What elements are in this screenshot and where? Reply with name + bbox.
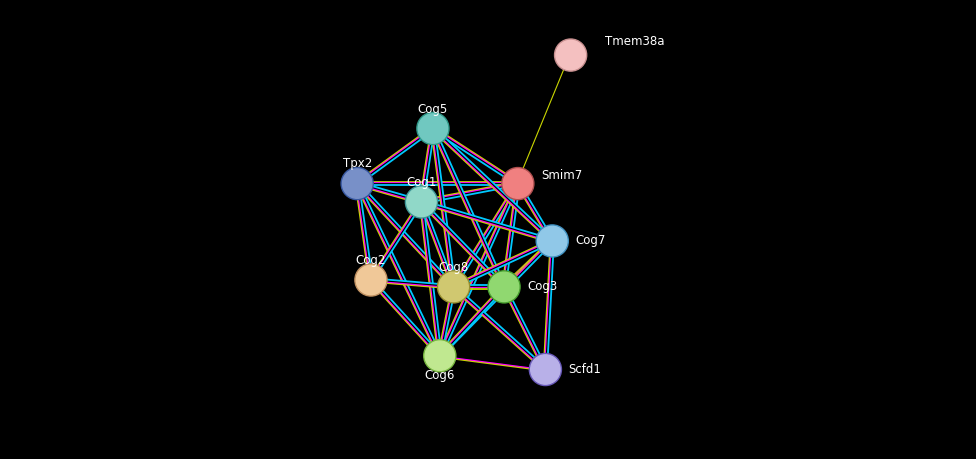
Circle shape [556,40,586,70]
Text: Cog5: Cog5 [418,103,448,116]
Circle shape [356,265,386,295]
Circle shape [439,272,468,302]
Text: Cog7: Cog7 [575,235,605,247]
Text: Cog8: Cog8 [438,261,468,274]
Circle shape [554,39,587,71]
Text: Tpx2: Tpx2 [343,157,372,170]
Circle shape [405,186,437,218]
Circle shape [536,225,568,257]
Text: Scfd1: Scfd1 [568,363,601,376]
Circle shape [489,272,519,302]
Circle shape [504,169,533,198]
Circle shape [531,355,560,384]
Text: Smim7: Smim7 [541,169,582,182]
Circle shape [538,226,567,256]
Circle shape [437,271,469,303]
Circle shape [502,168,534,200]
Circle shape [355,264,387,296]
Circle shape [407,187,436,217]
Circle shape [342,168,373,200]
Text: Cog2: Cog2 [356,254,386,267]
Circle shape [419,114,448,143]
Circle shape [426,341,455,370]
Text: Tmem38a: Tmem38a [605,35,665,48]
Circle shape [343,169,372,198]
Text: Cog1: Cog1 [406,176,436,189]
Circle shape [424,340,456,372]
Circle shape [488,271,520,303]
Circle shape [417,112,449,145]
Circle shape [529,353,561,386]
Text: Cog6: Cog6 [425,369,455,381]
Text: Cog3: Cog3 [527,280,557,293]
